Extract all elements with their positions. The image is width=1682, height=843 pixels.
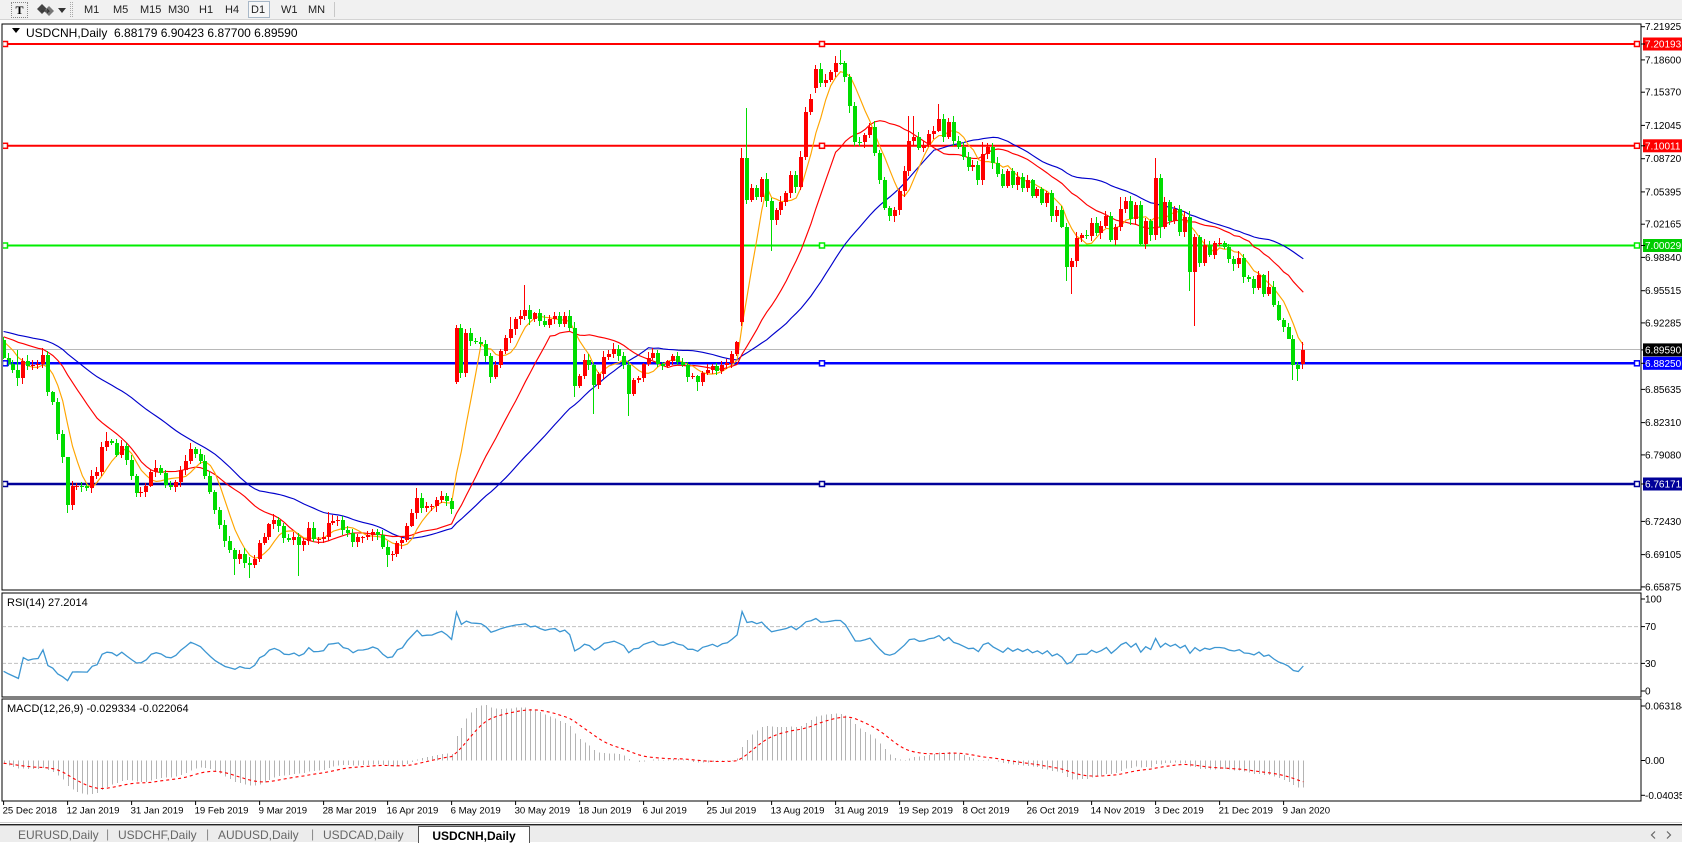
svg-text:25 Dec 2018: 25 Dec 2018: [3, 806, 57, 817]
svg-text:16 Apr 2019: 16 Apr 2019: [387, 806, 439, 817]
svg-text:6 May 2019: 6 May 2019: [451, 806, 501, 817]
svg-text:6.92285: 6.92285: [1645, 318, 1682, 329]
svg-text:6.72430: 6.72430: [1645, 517, 1682, 528]
svg-text:30 May 2019: 30 May 2019: [515, 806, 570, 817]
svg-text:6.79080: 6.79080: [1645, 450, 1682, 461]
svg-text:7.15370: 7.15370: [1645, 88, 1682, 99]
svg-text:6.89590: 6.89590: [1645, 345, 1682, 356]
svg-text:7.08720: 7.08720: [1645, 154, 1682, 165]
svg-text:MACD(12,26,9) -0.029334 -0.022: MACD(12,26,9) -0.029334 -0.022064: [7, 703, 189, 715]
svg-text:18 Jun 2019: 18 Jun 2019: [579, 806, 632, 817]
svg-text:7.10011: 7.10011: [1645, 141, 1681, 152]
svg-text:-0.040355: -0.040355: [1645, 791, 1682, 802]
svg-text:21 Dec 2019: 21 Dec 2019: [1219, 806, 1273, 817]
svg-text:31 Jan 2019: 31 Jan 2019: [131, 806, 184, 817]
svg-text:31 Aug 2019: 31 Aug 2019: [835, 806, 889, 817]
svg-text:25 Jul 2019: 25 Jul 2019: [707, 806, 757, 817]
svg-text:26 Oct 2019: 26 Oct 2019: [1027, 806, 1079, 817]
svg-text:0.063184: 0.063184: [1645, 702, 1682, 713]
svg-text:6.65875: 6.65875: [1645, 582, 1682, 593]
svg-text:6.69105: 6.69105: [1645, 550, 1682, 561]
svg-text:7.20193: 7.20193: [1645, 40, 1682, 51]
svg-text:6.88250: 6.88250: [1645, 359, 1682, 370]
svg-text:8 Oct 2019: 8 Oct 2019: [963, 806, 1010, 817]
svg-text:7.02165: 7.02165: [1645, 220, 1682, 231]
svg-text:7.18600: 7.18600: [1645, 55, 1682, 66]
svg-text:19 Feb 2019: 19 Feb 2019: [195, 806, 249, 817]
svg-text:14 Nov 2019: 14 Nov 2019: [1091, 806, 1145, 817]
svg-text:6 Jul 2019: 6 Jul 2019: [643, 806, 687, 817]
svg-text:7.21925: 7.21925: [1645, 22, 1682, 33]
svg-text:6.76171: 6.76171: [1645, 480, 1682, 491]
svg-text:6.95515: 6.95515: [1645, 286, 1682, 297]
svg-text:12 Jan 2019: 12 Jan 2019: [67, 806, 120, 817]
svg-text:RSI(14) 27.2014: RSI(14) 27.2014: [7, 597, 88, 609]
svg-text:6.82310: 6.82310: [1645, 418, 1682, 429]
svg-text:19 Sep 2019: 19 Sep 2019: [899, 806, 953, 817]
svg-text:100: 100: [1645, 595, 1662, 606]
svg-text:7.00029: 7.00029: [1645, 241, 1682, 252]
svg-text:0.00: 0.00: [1645, 756, 1665, 767]
svg-text:3 Dec 2019: 3 Dec 2019: [1155, 806, 1204, 817]
svg-text:13 Aug 2019: 13 Aug 2019: [771, 806, 825, 817]
svg-text:6.85635: 6.85635: [1645, 385, 1682, 396]
svg-text:70: 70: [1645, 622, 1657, 633]
svg-text:30: 30: [1645, 659, 1657, 670]
svg-text:7.05395: 7.05395: [1645, 187, 1682, 198]
svg-text:7.12045: 7.12045: [1645, 121, 1682, 132]
svg-text:0: 0: [1645, 687, 1651, 698]
svg-text:9 Mar 2019: 9 Mar 2019: [259, 806, 308, 817]
svg-text:9 Jan 2020: 9 Jan 2020: [1283, 806, 1330, 817]
svg-text:28 Mar 2019: 28 Mar 2019: [323, 806, 377, 817]
svg-text:6.98840: 6.98840: [1645, 253, 1682, 264]
